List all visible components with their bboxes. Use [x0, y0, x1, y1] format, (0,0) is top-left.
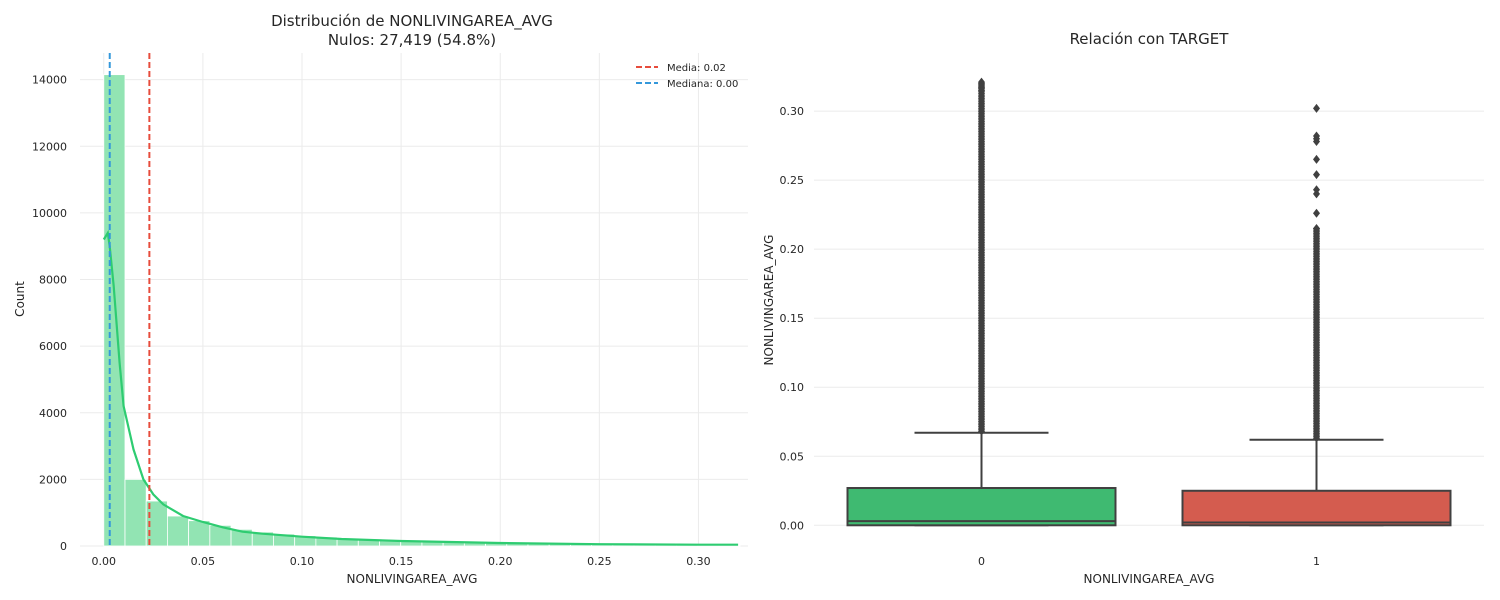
boxplot-y-tick: 0.15 — [780, 312, 805, 325]
histogram-x-tick: 0.10 — [290, 555, 315, 568]
boxplot-grid — [814, 110, 1484, 526]
legend-label-median: Mediana: 0.00 — [667, 79, 738, 90]
histogram-y-tick: 14000 — [32, 74, 67, 87]
boxplot-outlier — [1313, 223, 1320, 233]
boxplot-box — [846, 487, 1117, 527]
boxplot-y-tick: 0.05 — [780, 450, 805, 463]
histogram-x-tick: 0.00 — [92, 555, 117, 568]
boxplot-x-tick: 1 — [1313, 555, 1320, 568]
histogram-bar — [167, 515, 190, 547]
histogram-bar — [124, 478, 147, 547]
histogram-title: Distribución de NONLIVINGAREA_AVG — [271, 12, 553, 31]
histogram-bar — [188, 520, 211, 547]
histogram-x-tick: 0.05 — [191, 555, 216, 568]
histogram-y-tick: 12000 — [32, 140, 67, 153]
boxplot-outlier — [1313, 208, 1320, 218]
histogram-y-tick: 10000 — [32, 207, 67, 220]
boxplot-x-label: NONLIVINGAREA_AVG — [1084, 572, 1215, 586]
histogram-y-tick: 6000 — [39, 340, 67, 353]
kde-curve — [102, 229, 739, 546]
boxplot-title: Relación con TARGET — [1070, 30, 1230, 48]
histogram-y-tick: 4000 — [39, 407, 67, 420]
boxplot-outlier — [1313, 103, 1320, 113]
histogram-y-tick: 8000 — [39, 274, 67, 287]
histogram-y-label: Count — [13, 281, 27, 317]
reference-lines — [108, 53, 151, 546]
boxplot-outlier — [1313, 154, 1320, 164]
boxplot-y-tick: 0.10 — [780, 381, 805, 394]
boxplot-outlier — [1313, 189, 1320, 199]
histogram-bar — [103, 74, 126, 547]
boxplot-outlier — [1313, 136, 1320, 146]
histogram-x-label: NONLIVINGAREA_AVG — [347, 572, 478, 586]
boxplot-y-tick: 0.30 — [780, 105, 805, 118]
boxplot-boxes — [846, 77, 1452, 527]
legend: Media: 0.02 Mediana: 0.00 — [636, 63, 738, 90]
boxplot-y-ticks: 0.00 0.05 0.10 0.15 0.20 0.25 0.30 — [780, 105, 805, 532]
boxplot-y-tick: 0.25 — [780, 174, 805, 187]
boxplot-box — [1181, 489, 1452, 527]
boxplot-y-tick: 0.20 — [780, 243, 805, 256]
histogram-grid — [80, 53, 748, 547]
boxplot-outlier — [1313, 170, 1320, 180]
histogram-x-tick: 0.25 — [587, 555, 612, 568]
boxplot-x-tick: 0 — [978, 555, 985, 568]
histogram-x-tick: 0.15 — [389, 555, 414, 568]
histogram-y-tick: 0 — [60, 540, 67, 553]
boxplot-y-label: NONLIVINGAREA_AVG — [762, 235, 776, 366]
histogram-panel: Distribución de NONLIVINGAREA_AVG Nulos:… — [13, 12, 748, 586]
histogram-bars — [103, 74, 741, 547]
histogram-x-tick: 0.20 — [488, 555, 513, 568]
boxplot-y-tick: 0.00 — [780, 519, 805, 532]
histogram-y-tick: 2000 — [39, 473, 67, 486]
histogram-x-ticks: 0.00 0.05 0.10 0.15 0.20 0.25 0.30 — [92, 555, 711, 568]
histogram-subtitle: Nulos: 27,419 (54.8%) — [328, 31, 496, 49]
legend-label-mean: Media: 0.02 — [667, 63, 726, 74]
histogram-x-tick: 0.30 — [686, 555, 711, 568]
boxplot-outlier — [978, 85, 985, 95]
histogram-y-ticks: 0 2000 4000 6000 8000 10000 12000 14000 — [32, 74, 67, 553]
